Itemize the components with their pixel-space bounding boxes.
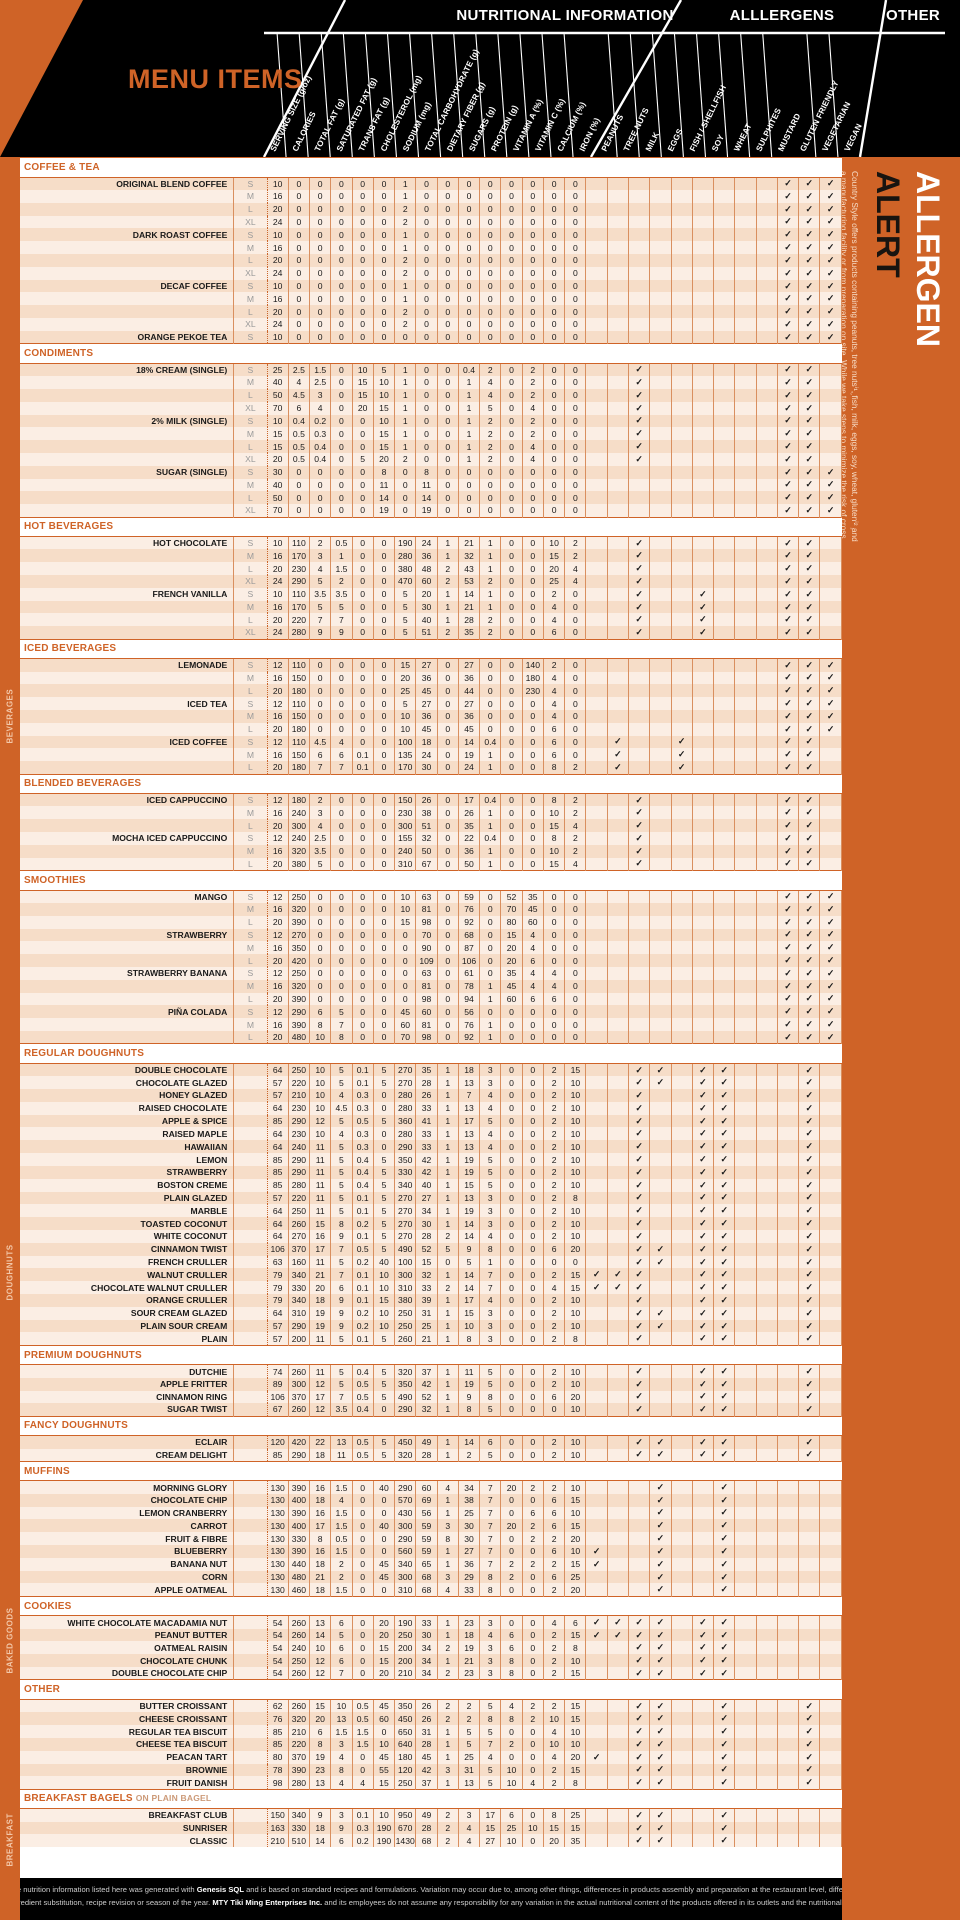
svg-text:MENU ITEMS: MENU ITEMS <box>128 64 303 94</box>
svg-text:NUTRITIONAL INFORMATION: NUTRITIONAL INFORMATION <box>456 7 673 24</box>
svg-text:OTHER: OTHER <box>886 7 940 24</box>
svg-text:ALLLERGENS: ALLLERGENS <box>730 7 835 24</box>
